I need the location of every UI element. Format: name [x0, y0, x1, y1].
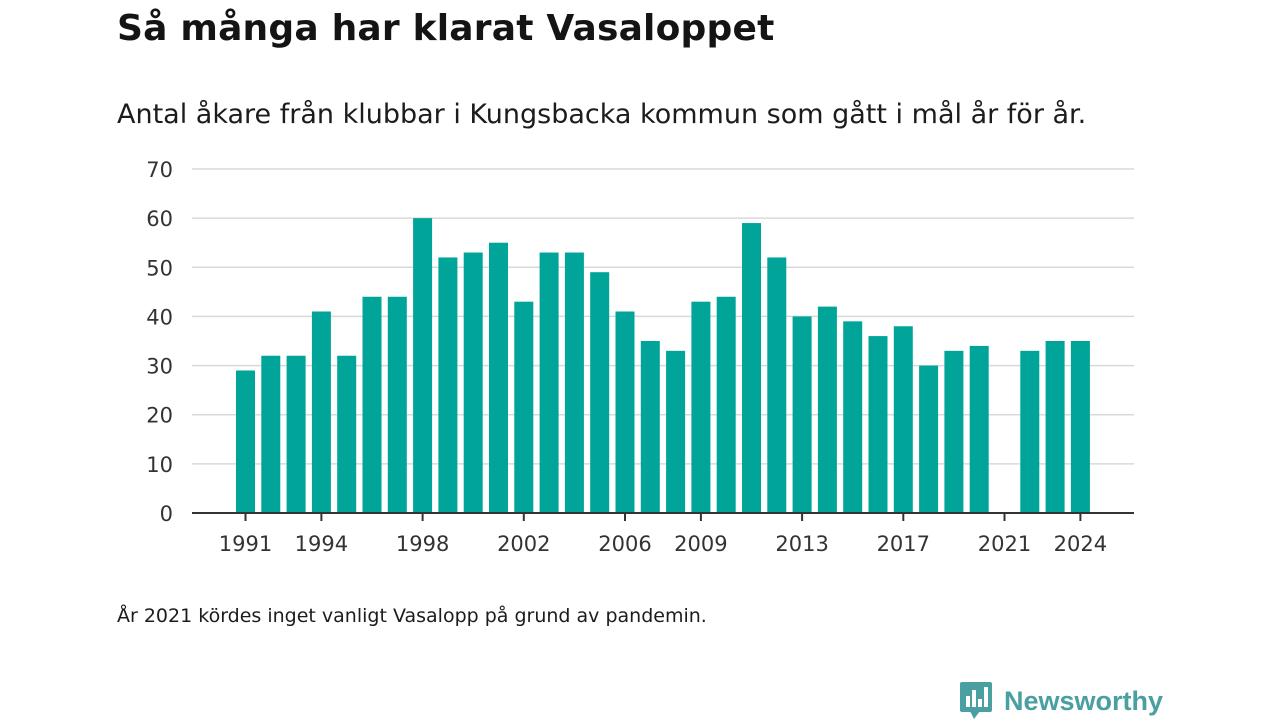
bar-2011 [742, 223, 761, 514]
bar-1991 [236, 370, 255, 513]
y-tick-label: 60 [146, 207, 173, 231]
bar-1994 [311, 311, 331, 513]
bar-2020 [969, 345, 989, 513]
x-tick-label: 2006 [598, 532, 651, 556]
y-tick-label: 30 [146, 355, 173, 379]
brand-name: Newsworthy [1004, 685, 1164, 716]
x-tick-label: 2002 [497, 532, 550, 556]
bar-2010 [716, 296, 736, 513]
bar-2018 [919, 365, 939, 513]
bar-2009 [691, 301, 711, 513]
bar-1999 [438, 257, 458, 513]
brand-logo: Newsworthy [960, 682, 1163, 720]
x-tick-label: 2013 [775, 532, 828, 556]
bar-2022 [1020, 350, 1040, 513]
bar-2024 [1070, 341, 1090, 513]
bar-2019 [944, 350, 964, 513]
footnote: År 2021 kördes inget vanligt Vasalopp på… [117, 605, 707, 627]
bar-chart: 0 10 20 30 40 50 60 70 1991 1994 1998 2002 2006 2009 2… [146, 158, 1134, 556]
y-tick-label: 20 [146, 404, 173, 428]
y-tick-label: 70 [146, 158, 173, 182]
newsworthy-logo-icon [960, 682, 992, 719]
y-tick-label: 50 [146, 256, 173, 280]
chart-subtitle: Antal åkare från klubbar i Kungsbacka ko… [117, 99, 1087, 130]
bar-2016 [868, 336, 888, 513]
bar-2004 [564, 252, 584, 514]
bar-2002 [514, 301, 534, 513]
bar-1995 [337, 355, 357, 513]
bar-2003 [539, 252, 559, 514]
bar-2013 [792, 316, 812, 513]
bar-2005 [590, 272, 610, 513]
x-tick-label: 2009 [674, 532, 727, 556]
bar-2000 [463, 252, 483, 514]
bar-1996 [362, 296, 382, 513]
chart-title: Så många har klarat Vasaloppet [117, 8, 775, 49]
bar-2017 [893, 326, 913, 513]
bar-2023 [1045, 341, 1065, 513]
x-tick-label: 1991 [219, 532, 272, 556]
x-tick-label: 2024 [1054, 532, 1107, 556]
x-tick-label: 2021 [978, 532, 1031, 556]
bar-1998 [413, 218, 433, 513]
x-tick-label: 1998 [396, 532, 449, 556]
bar-2008 [666, 350, 686, 513]
x-tick-label: 1994 [295, 532, 348, 556]
y-tick-label: 10 [146, 453, 173, 477]
bar-2007 [640, 341, 660, 513]
y-tick-label: 0 [160, 502, 173, 526]
y-tick-label: 40 [146, 305, 173, 329]
bar-2012 [767, 257, 787, 513]
bar-1993 [286, 355, 306, 513]
bar-1997 [387, 296, 407, 513]
bar-1992 [261, 355, 281, 513]
bar-2001 [489, 242, 508, 513]
bar-2006 [615, 311, 635, 513]
x-tick-label: 2017 [877, 532, 930, 556]
bar-2014 [817, 306, 837, 513]
bar-2015 [843, 321, 863, 513]
